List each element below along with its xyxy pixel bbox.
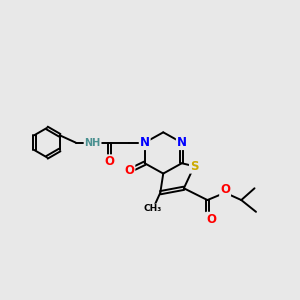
Text: CH₃: CH₃ xyxy=(144,204,162,213)
Text: O: O xyxy=(220,183,230,196)
Text: N: N xyxy=(177,136,187,149)
Text: NH: NH xyxy=(85,138,101,148)
Text: S: S xyxy=(190,160,198,173)
Text: O: O xyxy=(104,155,114,168)
Text: O: O xyxy=(206,213,216,226)
Text: O: O xyxy=(124,164,134,177)
Text: N: N xyxy=(140,136,150,149)
